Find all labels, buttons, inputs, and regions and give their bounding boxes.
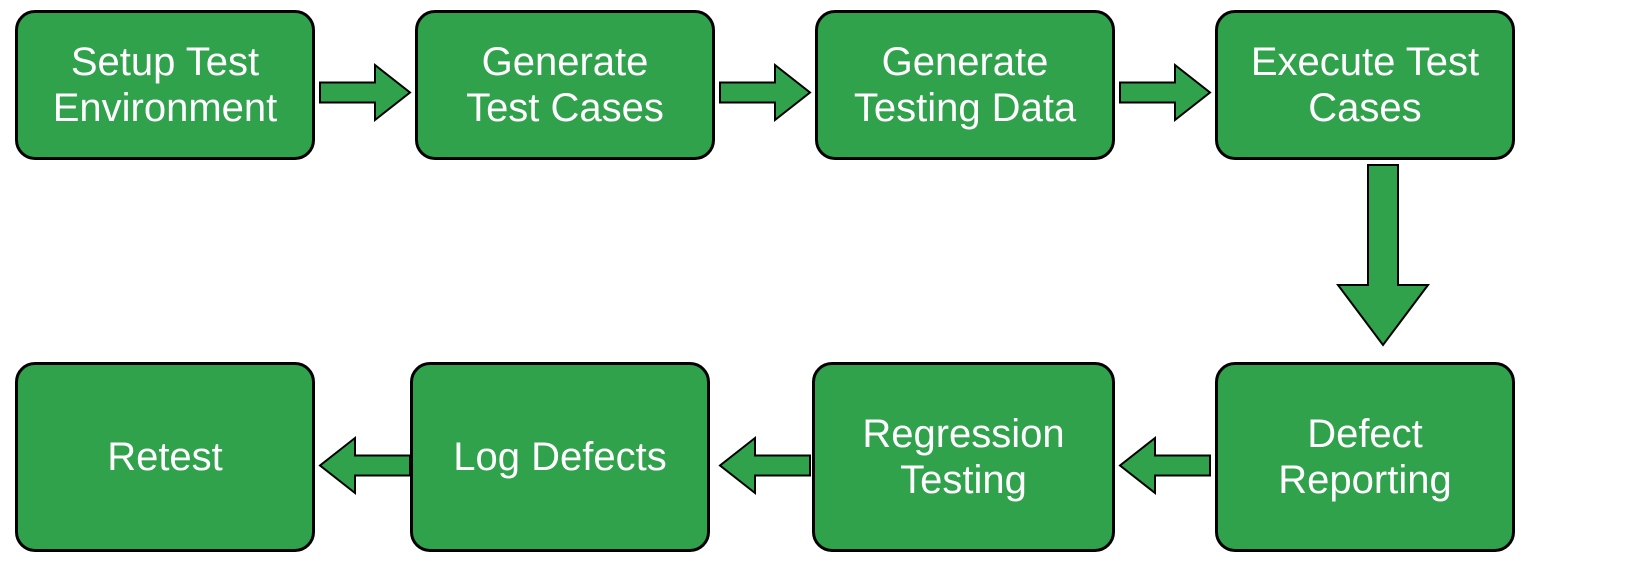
flow-arrow-a7 [317,435,413,496]
flow-arrow-a2 [717,62,813,123]
flow-arrow-a3 [1117,62,1213,123]
flow-node-n7: Log Defects [410,362,710,552]
flow-arrow-a4 [1335,162,1431,348]
flow-node-n2: Generate Test Cases [415,10,715,160]
flow-node-n4: Execute Test Cases [1215,10,1515,160]
flow-node-n3: Generate Testing Data [815,10,1115,160]
flow-node-n5: Defect Reporting [1215,362,1515,552]
flowchart-canvas: Setup Test Environment Generate Test Case… [0,0,1625,566]
flow-node-n8: Retest [15,362,315,552]
flow-arrow-a1 [317,62,413,123]
flow-arrow-a6 [717,435,813,496]
flow-node-n1: Setup Test Environment [15,10,315,160]
flow-node-n6: Regression Testing [812,362,1115,552]
flow-arrow-a5 [1117,435,1213,496]
